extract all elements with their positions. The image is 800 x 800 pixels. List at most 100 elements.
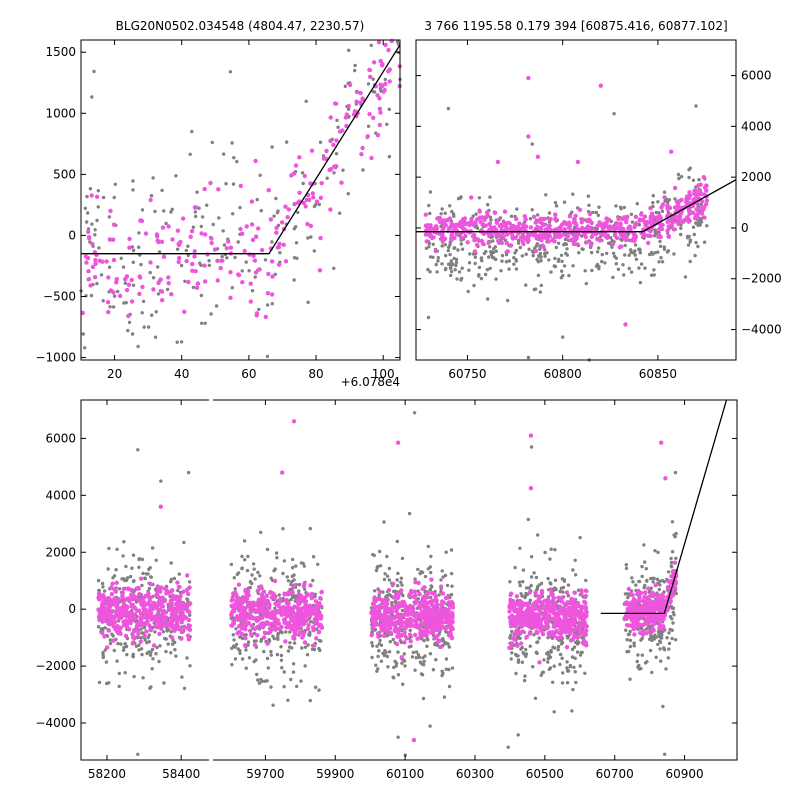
gray-data-point	[278, 251, 282, 255]
gray-data-point	[377, 593, 381, 597]
magenta-data-point	[497, 223, 503, 229]
magenta-data-point	[694, 207, 699, 212]
gray-data-point	[632, 641, 636, 645]
gray-data-point	[188, 152, 192, 156]
magenta-data-point	[369, 633, 374, 638]
magenta-data-point	[429, 610, 435, 616]
gray-data-point	[97, 246, 101, 250]
magenta-data-point	[449, 626, 454, 631]
magenta-data-point	[290, 590, 295, 595]
magenta-data-point	[438, 644, 444, 649]
gray-data-point	[479, 257, 483, 261]
gray-data-point	[584, 281, 588, 286]
magenta-data-point	[189, 229, 195, 234]
gray-data-point	[441, 575, 445, 579]
gray-data-point	[614, 204, 618, 208]
magenta-data-point	[610, 241, 616, 247]
magenta-data-point	[515, 611, 521, 616]
gray-data-point	[441, 639, 446, 643]
gray-data-point	[125, 652, 129, 657]
magenta-data-point	[128, 615, 134, 620]
magenta-data-point	[496, 238, 501, 244]
magenta-data-point	[308, 223, 314, 229]
magenta-data-point	[209, 240, 214, 246]
magenta-data-point	[268, 590, 273, 595]
gray-data-point	[108, 638, 113, 642]
gray-data-point	[549, 650, 553, 654]
magenta-data-point	[560, 607, 565, 612]
gray-data-point	[230, 663, 234, 667]
gray-data-point	[400, 556, 405, 561]
magenta-data-point	[370, 601, 376, 607]
gray-data-point	[570, 210, 574, 214]
magenta-data-point	[344, 123, 349, 129]
magenta-data-point	[276, 621, 281, 626]
gray-data-point	[449, 261, 453, 266]
gray-data-point	[493, 245, 498, 249]
magenta-data-point	[275, 245, 280, 250]
gray-data-point	[200, 321, 204, 325]
magenta-data-point	[145, 619, 150, 624]
magenta-data-point	[564, 590, 570, 595]
magenta-data-point	[265, 291, 271, 296]
gray-data-point	[612, 254, 617, 259]
gray-data-point	[312, 647, 317, 652]
magenta-data-point	[377, 589, 383, 594]
magenta-data-point	[135, 621, 140, 626]
magenta-data-point	[134, 586, 139, 591]
gray-data-point	[536, 640, 540, 644]
gray-data-point	[654, 210, 658, 215]
gray-data-point	[156, 265, 160, 269]
magenta-data-point	[117, 615, 122, 621]
gray-data-point	[229, 562, 234, 567]
magenta-data-point	[396, 630, 401, 636]
magenta-data-point	[285, 614, 290, 619]
gray-data-point	[126, 328, 130, 333]
magenta-data-point	[304, 197, 310, 202]
gray-data-point	[504, 260, 509, 264]
magenta-data-point	[457, 223, 462, 229]
magenta-data-point	[695, 215, 700, 220]
gray-data-point	[396, 650, 400, 654]
magenta-data-point	[572, 616, 577, 621]
magenta-data-point	[537, 218, 542, 223]
magenta-data-point	[293, 632, 298, 637]
gray-data-point	[270, 302, 274, 306]
magenta-data-point	[173, 617, 178, 622]
gray-data-point	[658, 647, 662, 651]
magenta-data-point	[97, 258, 103, 263]
gray-data-point	[570, 655, 575, 659]
gray-data-point	[101, 299, 105, 303]
magenta-data-point	[141, 599, 146, 604]
magenta-data-point	[412, 613, 417, 619]
gray-data-point	[292, 256, 297, 260]
magenta-data-point	[517, 221, 522, 226]
gray-data-point	[285, 575, 289, 579]
magenta-data-point	[508, 619, 513, 624]
magenta-data-point	[612, 231, 618, 237]
gray-data-point	[139, 647, 144, 651]
gray-data-point	[258, 574, 262, 578]
magenta-data-point	[235, 614, 240, 619]
gray-data-point	[637, 247, 642, 251]
magenta-data-point	[188, 234, 193, 239]
magenta-data-point	[424, 612, 429, 617]
magenta-data-point	[435, 639, 440, 645]
gray-data-point	[311, 578, 315, 583]
magenta-data-point	[282, 591, 287, 596]
magenta-data-point	[121, 600, 126, 605]
magenta-data-point	[96, 595, 101, 600]
gray-data-point	[423, 654, 427, 658]
magenta-data-point	[306, 622, 311, 628]
gray-data-point	[146, 572, 150, 576]
gray-data-point	[306, 236, 310, 240]
magenta-data-point	[138, 597, 143, 602]
magenta-data-point	[314, 636, 319, 641]
gray-data-point	[130, 566, 134, 570]
magenta-data-point	[385, 597, 390, 603]
gray-data-point	[123, 642, 127, 646]
gray-data-point	[290, 646, 294, 650]
gray-data-point	[265, 679, 269, 683]
magenta-data-point	[386, 69, 391, 74]
magenta-data-point	[514, 216, 519, 222]
